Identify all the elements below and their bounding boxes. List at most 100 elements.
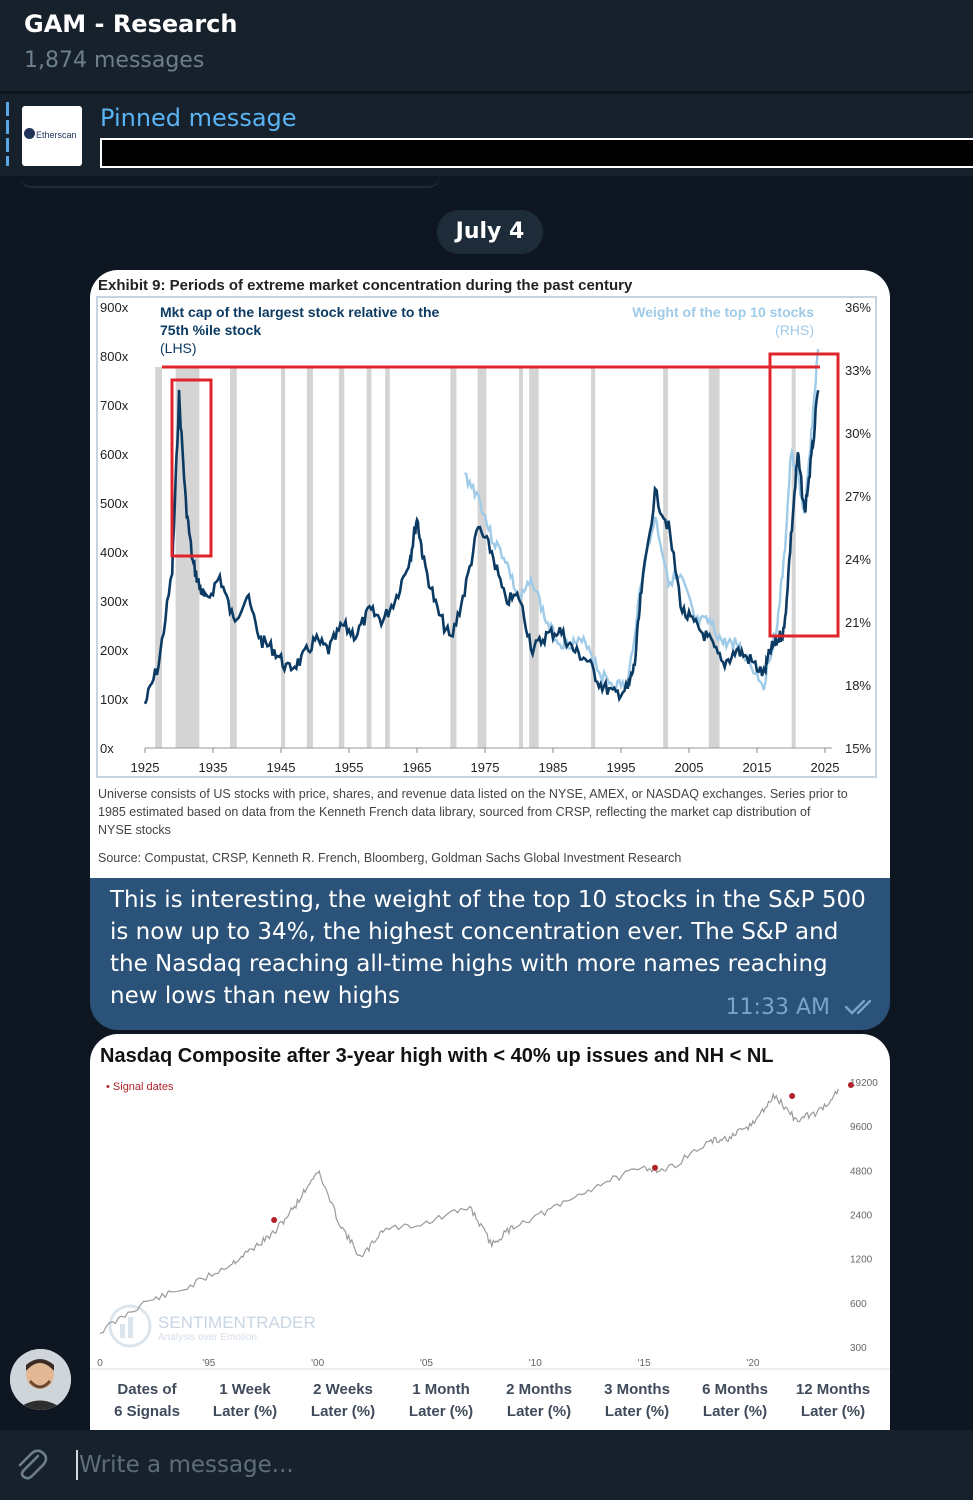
recession-band-9: [477, 367, 487, 748]
text-caret: [76, 1450, 78, 1480]
left-tick-label: 200x: [100, 643, 129, 658]
date-separator: July 4: [437, 210, 543, 254]
recession-band-13: [663, 367, 668, 748]
x-tick-label: '10: [529, 1358, 542, 1369]
nasdaq-chart: Nasdaq Composite after 3-year high with …: [90, 1045, 890, 1420]
signal-dot: [847, 1082, 854, 1089]
x-tick-label: 2025: [811, 760, 840, 775]
table-header-line2: Later (%): [605, 1403, 669, 1420]
sentimentrader-logo-icon: [108, 1304, 152, 1348]
right-tick-label: 33%: [845, 363, 871, 378]
chart-source: Source: Compustat, CRSP, Kenneth R. Fren…: [98, 851, 681, 865]
paperclip-icon[interactable]: [12, 1446, 48, 1484]
table-header-line1: 2 Weeks: [313, 1381, 373, 1398]
right-axis-ticks: 36% 33% 30% 27% 24% 21% 18% 15%: [845, 300, 871, 756]
recession-bands: [155, 367, 796, 748]
table-header-line2: Later (%): [213, 1403, 277, 1420]
watermark-text: SENTIMENTRADER: [158, 1313, 316, 1332]
recession-band-10: [519, 367, 523, 748]
compose-bar: [0, 1430, 973, 1500]
series-largest-stock-ratio: [143, 389, 820, 705]
table-header-line1: 6 Months: [702, 1381, 768, 1398]
recession-band-2: [230, 367, 237, 748]
highlight-box-2024: [768, 352, 840, 638]
x-tick-label: '00: [311, 1358, 324, 1369]
left-tick-label: 0x: [100, 741, 114, 756]
pinned-thumbnail: Etherscan: [22, 106, 82, 166]
x-tick-label: 2005: [675, 760, 704, 775]
y-tick-label: 600: [850, 1299, 867, 1310]
pinned-text-redacted: [100, 138, 973, 168]
y-tick-label: 9600: [850, 1122, 873, 1133]
lhs-label-3: (LHS): [160, 340, 197, 356]
concentration-chart: Exhibit 9: Periods of extreme market con…: [96, 277, 877, 865]
chat-title: GAM - Research: [24, 10, 238, 38]
left-tick-label: 800x: [100, 349, 129, 364]
message-image-chart[interactable]: Exhibit 9: Periods of extreme market con…: [90, 270, 890, 878]
left-tick-label: 700x: [100, 398, 129, 413]
etherscan-logo-icon: [24, 128, 35, 139]
message-image-nasdaq[interactable]: Nasdaq Composite after 3-year high with …: [90, 1034, 890, 1434]
signal-dot: [652, 1164, 658, 1171]
right-tick-label: 36%: [845, 300, 871, 315]
chart-note-3: NYSE stocks: [98, 823, 171, 837]
chart-title: Exhibit 9: Periods of extreme market con…: [98, 277, 633, 294]
x-tick-label: 1975: [471, 760, 500, 775]
highlight-box-1929: [170, 378, 213, 558]
thumbnail-text: Etherscan: [36, 130, 77, 140]
avatar-image: [10, 1349, 71, 1410]
message-input[interactable]: [79, 1448, 939, 1482]
right-tick-label: 18%: [845, 678, 871, 693]
y-tick-label: 1200: [850, 1255, 873, 1266]
recession-band-6: [366, 367, 372, 748]
recession-band-8: [450, 367, 457, 748]
x-tick-label: 1945: [267, 760, 296, 775]
x-tick-label: 1985: [539, 760, 568, 775]
left-tick-label: 300x: [100, 594, 129, 609]
pinned-message-bar[interactable]: Etherscan Pinned message: [0, 94, 973, 176]
right-tick-label: 30%: [845, 426, 871, 441]
left-tick-label: 100x: [100, 692, 129, 707]
x-tick-label: '15: [638, 1358, 651, 1369]
left-tick-label: 500x: [100, 496, 129, 511]
signal-dot: [271, 1217, 278, 1224]
recession-band-15: [791, 367, 796, 748]
watermark-sub: Analysis over Emotion: [158, 1332, 257, 1343]
chat-header[interactable]: GAM - Research 1,874 messages: [0, 0, 973, 92]
sender-avatar[interactable]: [10, 1349, 71, 1410]
pinned-label: Pinned message: [100, 104, 297, 132]
x-tick-label: 1995: [607, 760, 636, 775]
chart2-y-ticks: 19200 9600 4800 2400 1200 600 300: [850, 1078, 878, 1354]
x-tick-label: '95: [202, 1358, 215, 1369]
recession-band-14: [708, 367, 720, 748]
table-header-line2: Later (%): [703, 1403, 767, 1420]
table-header-line2: Later (%): [409, 1403, 473, 1420]
recession-band-3: [281, 367, 286, 748]
left-tick-label: 400x: [100, 545, 129, 560]
message-text: This is interesting, the weight of the t…: [110, 887, 866, 1009]
recession-band-5: [338, 367, 345, 748]
chart2-title: Nasdaq Composite after 3-year high with …: [100, 1045, 774, 1067]
recession-band-4: [306, 367, 313, 748]
double-check-icon: [844, 999, 872, 1015]
x-axis-ticks: 1925 1935 1945 1955 1965 1975 1985 1995 2005 2015…: [131, 748, 840, 775]
table-header-line1: Dates of: [117, 1381, 177, 1398]
x-tick-label: 2015: [743, 760, 772, 775]
chart-note-1: Universe consists of US stocks with pric…: [98, 787, 848, 801]
table-header-line1: 1 Week: [219, 1381, 271, 1398]
left-tick-label: 600x: [100, 447, 129, 462]
right-tick-label: 24%: [845, 552, 871, 567]
message-bubble[interactable]: Exhibit 9: Periods of extreme market con…: [90, 270, 890, 1030]
left-tick-label: 900x: [100, 300, 129, 315]
y-tick-label: 19200: [850, 1078, 878, 1089]
x-tick-label: '05: [420, 1358, 433, 1369]
right-tick-label: 21%: [845, 615, 871, 630]
pinned-indicator: [6, 102, 9, 166]
series-top10-weight: [463, 348, 820, 693]
x-tick-label: 1955: [335, 760, 364, 775]
table-header-line2: Later (%): [311, 1403, 375, 1420]
x-tick-label: '20: [746, 1358, 759, 1369]
recession-band-7: [385, 367, 390, 748]
x-tick-label: 1925: [131, 760, 160, 775]
left-axis-ticks: 900x 800x 700x 600x 500x 400x 300x 200x 100x 0x: [100, 300, 129, 756]
